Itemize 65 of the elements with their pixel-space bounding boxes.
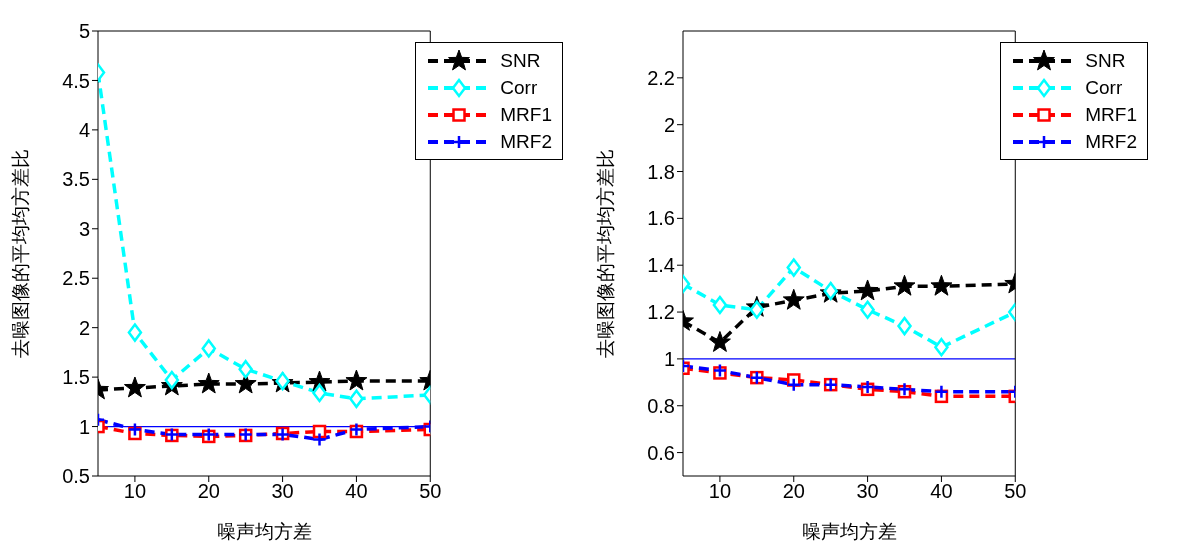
legend-label: Corr — [1085, 76, 1123, 99]
point — [123, 376, 146, 398]
y-tick-label: 5 — [78, 20, 90, 43]
y-tick-label: 1.2 — [647, 301, 675, 324]
x-tick-label: 50 — [1004, 480, 1027, 503]
y-tick-label: 3 — [78, 217, 90, 240]
x-tick-label: 40 — [930, 480, 953, 503]
y-tick-label: 3.5 — [62, 168, 90, 191]
point — [749, 300, 765, 319]
point — [712, 295, 728, 315]
point — [860, 300, 875, 319]
point — [164, 370, 180, 390]
x-tick-label: 10 — [123, 480, 147, 503]
x-axis-title: 噪声均方差 — [801, 521, 897, 542]
legend-label: Corr — [500, 76, 538, 99]
x-tick-label: 30 — [856, 480, 879, 503]
legend-label: SNR — [1085, 49, 1126, 72]
y-tick-label: 1.4 — [647, 254, 675, 277]
y-tick-label: 1 — [78, 415, 90, 438]
y-axis-title: 去噪图像的平均均方差比 — [9, 149, 31, 358]
point — [312, 432, 327, 447]
x-tick-label: 30 — [271, 480, 294, 503]
legend-label: MRF1 — [1085, 103, 1137, 126]
point — [930, 274, 953, 296]
y-tick-label: 0.5 — [62, 465, 90, 488]
point — [934, 384, 949, 399]
point — [238, 359, 253, 379]
point — [201, 339, 217, 358]
y-tick-label: 2 — [663, 113, 675, 136]
x-tick-label: 40 — [345, 480, 368, 503]
x-tick-label: 20 — [782, 480, 805, 503]
y-tick-label: 0.6 — [647, 441, 675, 464]
y-tick-label: 1.6 — [647, 207, 675, 230]
y-tick-label: 4.5 — [62, 69, 90, 92]
point — [934, 337, 949, 357]
point — [786, 258, 802, 277]
y-tick-label: 0.8 — [647, 394, 675, 417]
legend-label: MRF2 — [500, 130, 552, 153]
point — [782, 288, 805, 310]
x-tick-label: 50 — [419, 480, 442, 503]
y-axis-title: 去噪图像的平均均方差比 — [594, 149, 616, 358]
y-tick-label: 2 — [78, 316, 90, 339]
y-tick-label: 2.5 — [62, 267, 90, 290]
point — [786, 377, 802, 392]
point — [312, 383, 327, 403]
legend-label: MRF1 — [500, 103, 552, 126]
y-tick-label: 4 — [78, 118, 90, 141]
point — [349, 389, 364, 409]
y-tick-label: 1 — [663, 347, 675, 370]
point — [345, 369, 368, 391]
legend-label: SNR — [500, 49, 541, 72]
point — [856, 279, 879, 301]
x-tick-label: 20 — [197, 480, 220, 503]
point — [197, 372, 220, 394]
y-tick-label: 1.5 — [62, 366, 90, 389]
x-axis-title: 噪声均方差 — [216, 521, 312, 542]
point — [897, 316, 912, 336]
point — [127, 422, 143, 437]
x-tick-label: 10 — [708, 480, 732, 503]
point — [708, 331, 731, 352]
point — [893, 274, 916, 296]
y-tick-label: 2.2 — [647, 66, 675, 89]
legend-label: MRF2 — [1085, 130, 1137, 153]
point — [127, 323, 143, 342]
y-tick-label: 1.8 — [647, 160, 675, 183]
